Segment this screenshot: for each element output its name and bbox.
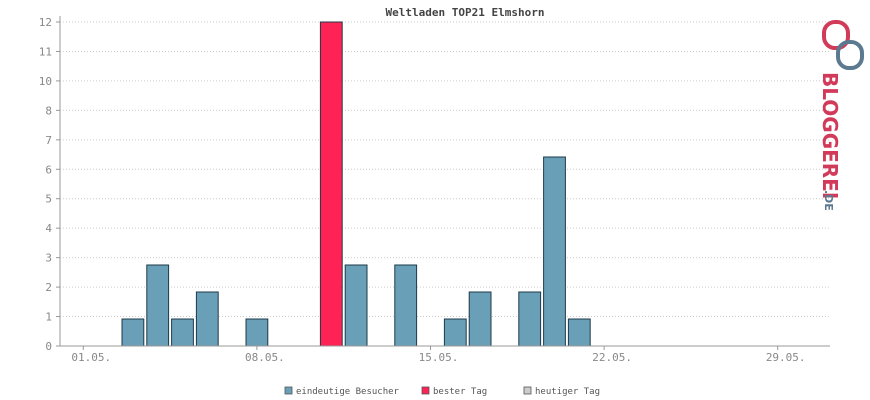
bar-visitors [518,291,542,347]
y-tick-label: 4 [45,222,52,235]
y-tick-label: 3 [45,252,52,265]
bar-visitors [468,291,492,347]
bar-visitors [567,318,591,347]
bars [121,21,591,347]
y-tick-label: 2 [45,281,52,294]
bar-visitors [543,156,566,347]
legend: eindeutige Besucher bester Tag heutiger Ta… [284,386,600,397]
logo-text: BLOGGEREI [818,72,842,199]
x-tick-label: 22.05. [592,351,632,364]
x-tick-label: 08.05. [245,351,285,364]
y-tick-label: 8 [45,104,52,117]
bar-visitors [171,318,194,347]
bar-visitors [121,318,145,347]
x-tick-label: 01.05. [71,351,111,364]
y-tick-label: 7 [45,134,52,147]
y-tick-label: 11 [39,45,52,58]
axes [59,16,830,347]
y-tick-label: 1 [45,311,52,324]
legend-label: bester Tag [433,387,487,397]
logo-suffix: .DE [822,190,835,211]
x-tick-label: 29.05. [766,351,806,364]
bar-visitors [443,318,467,347]
chart-title: Weltladen TOP21 Elmshorn [386,6,545,19]
legend-swatch [284,386,293,395]
bar-visitors [344,264,368,347]
legend-label: eindeutige Besucher [296,387,400,397]
bar-visitors [195,291,219,347]
y-tick-label: 12 [39,16,52,29]
x-axis-ticks: 01.05. 08.05. 15.05. 22.05. 29.05. [71,346,806,364]
legend-swatch [421,386,430,395]
y-tick-label: 10 [39,75,52,88]
x-tick-label: 15.05. [419,351,459,364]
bar-visitors [394,264,418,347]
y-tick-label: 5 [45,193,52,206]
legend-swatch [523,386,532,395]
bloggerei-logo: BLOGGEREI .DE [818,20,864,211]
logo-rings-icon [822,20,864,70]
bar-best-day [319,21,343,347]
bar-visitors [245,318,269,347]
legend-label: heutiger Tag [535,387,600,397]
bar-visitors [146,264,170,347]
y-tick-label: 6 [45,163,52,176]
y-tick-label: 0 [45,340,52,353]
grid-lines [60,21,830,318]
